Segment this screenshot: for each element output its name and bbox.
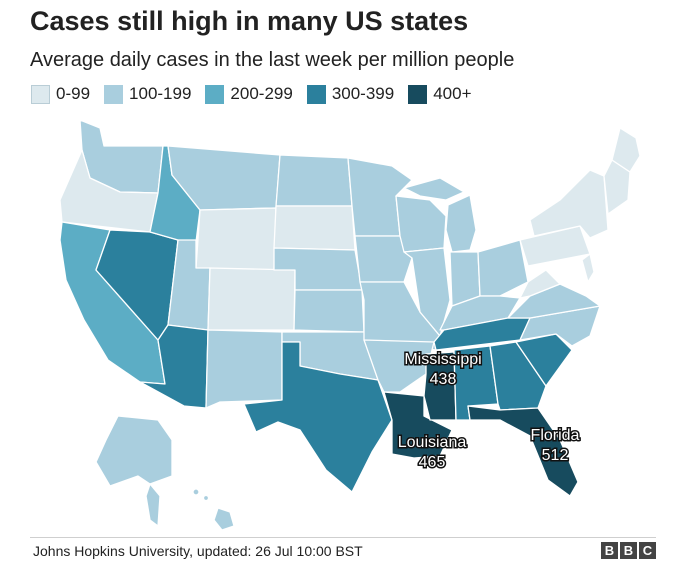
state-mi [445,194,477,253]
legend-swatch [408,84,428,104]
legend: 0-99 100-199 200-299 300-399 400+ [31,84,486,104]
state-nm [205,329,283,409]
state-new-england [603,159,631,215]
callout-mississippi-name: Mississippi [404,351,481,368]
state-sd [273,205,356,251]
callout-florida-name: Florida [531,427,580,444]
callout-florida-value: 512 [542,447,569,464]
legend-swatch [104,84,124,104]
legend-label: 300-399 [331,84,395,103]
state-hi-small [202,494,210,502]
legend-item: 200-299 [205,84,293,104]
state-oh [477,239,529,297]
legend-label: 0-99 [56,84,91,103]
callout-louisiana-value: 465 [419,454,446,471]
state-wv [519,269,561,299]
state-hi [213,507,235,531]
state-fl [467,405,579,497]
state-wi [395,195,447,253]
state-ia [354,235,413,283]
bbc-logo-block: C [639,542,656,559]
state-me [611,127,641,173]
callout-louisiana-name: Louisiana [398,434,467,451]
legend-swatch [205,84,225,104]
legend-item: 100-199 [104,84,191,104]
legend-item: 300-399 [306,84,395,104]
state-tx [243,341,393,493]
state-mi-upper [403,177,465,201]
bbc-logo-block: B [620,542,637,559]
callout-mississippi-value: 438 [430,371,457,388]
legend-label: 200-299 [230,84,293,103]
state-nd [275,154,353,207]
state-ak-panhandle [145,483,161,527]
legend-label: 400+ [433,84,472,103]
chart-subtitle: Average daily cases in the last week per… [30,49,515,71]
chart-title: Cases still high in many US states [30,6,469,36]
legend-item: 400+ [408,84,472,104]
state-la [383,391,453,459]
source-note: Johns Hopkins University, updated: 26 Ju… [33,543,363,559]
state-hi-small [192,488,200,496]
state-co [207,267,296,331]
legend-swatch [31,84,50,104]
bbc-logo-block: B [601,542,618,559]
footer-divider [30,537,656,538]
bbc-logo: B B C [599,542,656,559]
state-mid-atlantic [581,253,595,283]
state-ak [95,415,173,487]
state-ny [529,169,609,239]
state-wy [195,207,277,271]
legend-swatch [306,84,326,104]
legend-item: 0-99 [31,84,90,104]
legend-label: 100-199 [129,84,192,103]
state-ks [293,289,365,333]
